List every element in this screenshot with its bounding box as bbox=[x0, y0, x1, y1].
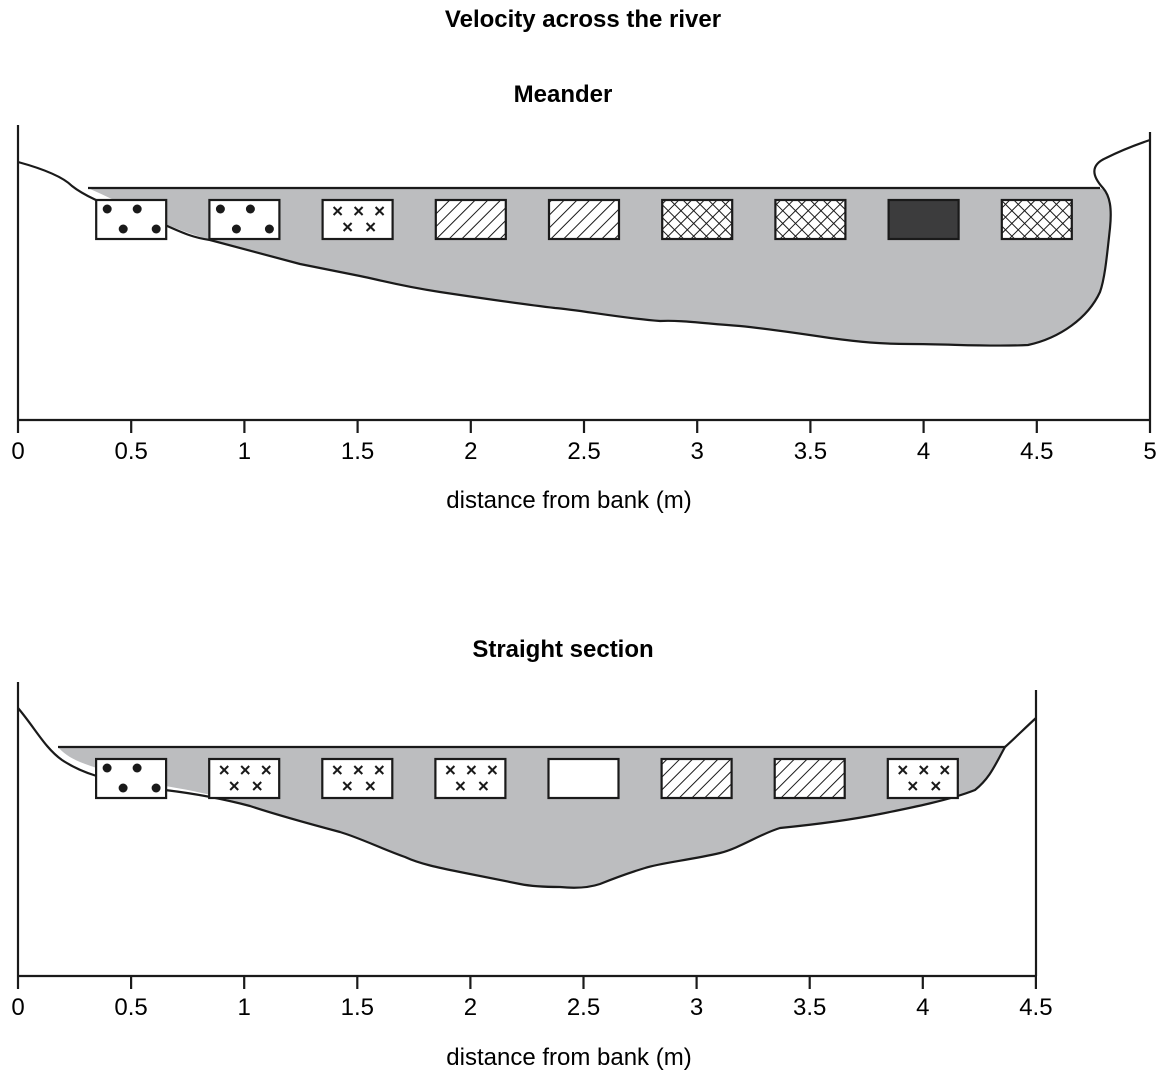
meander-section: Meander 0 0.5 1 1.5 2 2.5 3 3.5 4 4.5 5 distance f… bbox=[11, 81, 1156, 514]
measurement-box-crosshatch bbox=[1000, 198, 1073, 241]
measurement-box-dots bbox=[95, 198, 168, 241]
tick-label: 0 bbox=[11, 438, 24, 465]
tick-label: 3 bbox=[691, 438, 704, 465]
tick-label: 2 bbox=[464, 438, 477, 465]
measurement-box-dots bbox=[94, 757, 168, 800]
measurement-box-crosses bbox=[886, 757, 959, 800]
measurement-box-diagonal-hatch bbox=[773, 757, 846, 800]
measurement-box-crosshatch bbox=[661, 198, 734, 241]
straight-measurement-boxes bbox=[94, 757, 959, 800]
tick-label: 1.5 bbox=[341, 438, 374, 465]
tick-label: 1 bbox=[238, 994, 251, 1021]
page-title: Velocity across the river bbox=[444, 6, 722, 33]
measurement-box-crosses bbox=[434, 757, 507, 800]
straight-water bbox=[58, 747, 1005, 888]
tick-label: 5 bbox=[1143, 438, 1156, 465]
tick-label: 2.5 bbox=[567, 994, 600, 1021]
straight-xlabel: distance from bank (m) bbox=[446, 1044, 691, 1071]
meander-bed-line bbox=[17, 138, 1151, 347]
measurement-box-crosses bbox=[208, 757, 281, 800]
measurement-box-diagonal-hatch bbox=[547, 198, 621, 241]
straight-title: Straight section bbox=[472, 636, 653, 663]
meander-title: Meander bbox=[514, 81, 613, 108]
meander-ticks: 0 0.5 1 1.5 2 2.5 3 3.5 4 4.5 5 bbox=[11, 420, 1157, 465]
tick-label: 4.5 bbox=[1019, 994, 1052, 1021]
measurement-box-crosses bbox=[321, 757, 394, 800]
tick-label: 0.5 bbox=[115, 438, 148, 465]
meander-xlabel: distance from bank (m) bbox=[446, 487, 691, 514]
measurement-box-diagonal-hatch bbox=[660, 757, 733, 800]
measurement-box-solid-dark bbox=[887, 198, 960, 241]
tick-label: 2 bbox=[464, 994, 477, 1021]
tick-label: 3.5 bbox=[794, 438, 827, 465]
straight-section: Straight section 0 0.5 1 1.5 2 2.5 3 3.5 4 4.5 di… bbox=[11, 636, 1052, 1071]
tick-label: 0.5 bbox=[114, 994, 147, 1021]
measurement-box-diagonal-hatch bbox=[434, 198, 507, 241]
tick-label: 1 bbox=[238, 438, 251, 465]
tick-label: 4 bbox=[916, 994, 929, 1021]
meander-measurement-boxes bbox=[95, 198, 1073, 241]
measurement-box-crosshatch bbox=[774, 198, 847, 241]
straight-ticks: 0 0.5 1 1.5 2 2.5 3 3.5 4 4.5 bbox=[11, 976, 1053, 1021]
tick-label: 4 bbox=[917, 438, 930, 465]
tick-label: 1.5 bbox=[341, 994, 374, 1021]
straight-bed-line bbox=[17, 707, 1037, 889]
tick-label: 3.5 bbox=[793, 994, 826, 1021]
measurement-box-blank bbox=[547, 757, 620, 800]
tick-label: 3 bbox=[690, 994, 703, 1021]
tick-label: 2.5 bbox=[567, 438, 600, 465]
tick-label: 0 bbox=[11, 994, 24, 1021]
measurement-box-crosses bbox=[321, 198, 394, 241]
measurement-box-dots bbox=[208, 198, 281, 241]
tick-label: 4.5 bbox=[1020, 438, 1053, 465]
